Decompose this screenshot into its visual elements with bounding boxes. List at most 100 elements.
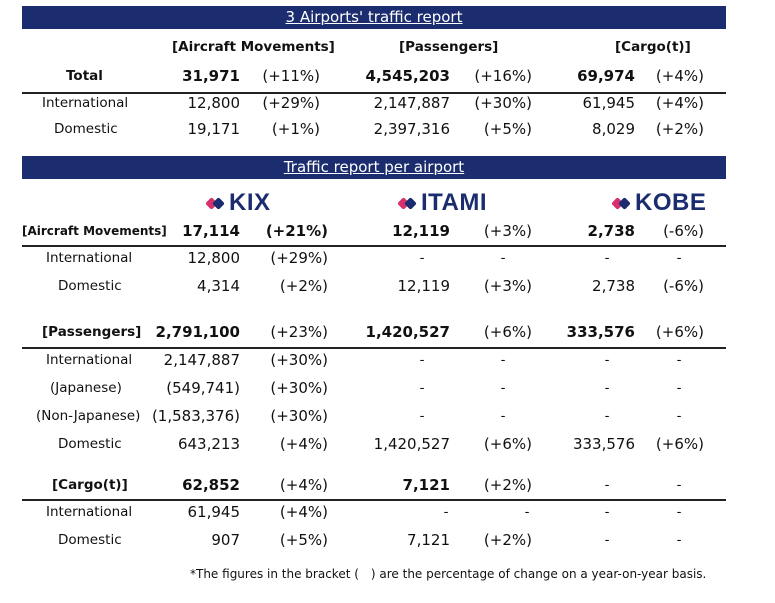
summary-dom-aircraft-movements: 19,171 bbox=[187, 120, 241, 138]
summary-total-aircraft-movements: 31,971 bbox=[182, 67, 240, 85]
kobe-change: (+6%) bbox=[655, 435, 704, 453]
summary-intl-aircraft-movements: 12,800 bbox=[187, 94, 241, 112]
itami-value: - bbox=[419, 352, 425, 368]
kix-change: (+5%) bbox=[279, 531, 328, 549]
summary-row-label-international: International bbox=[42, 95, 129, 111]
summary-title: 3 Airports' traffic report bbox=[285, 8, 463, 26]
summary-intl-aircraft-movements-change: (+29%) bbox=[262, 94, 320, 112]
summary-total-cargo-change: (+4%) bbox=[655, 67, 704, 85]
kix-change: (+2%) bbox=[279, 277, 328, 295]
summary-row-label-domestic: Domestic bbox=[54, 121, 118, 137]
kix-value: 4,314 bbox=[197, 277, 240, 295]
summary-intl-passengers: 2,147,887 bbox=[373, 94, 450, 112]
itami-cargo-change: (+2%) bbox=[483, 476, 532, 494]
itami-aircraft-movements-total: 12,119 bbox=[392, 222, 450, 240]
kix-value: 907 bbox=[211, 531, 240, 549]
kix-cargo-total: 62,852 bbox=[182, 476, 240, 494]
itami-value: - bbox=[419, 408, 425, 424]
kix-value: (1,583,376) bbox=[151, 407, 240, 425]
kix-change: (+30%) bbox=[270, 351, 328, 369]
summary-intl-passengers-change: (+30%) bbox=[474, 94, 532, 112]
table-row-label: International bbox=[46, 504, 133, 520]
kobe-value: - bbox=[604, 504, 610, 520]
kix-logo-icon bbox=[206, 197, 225, 210]
cargo-divider bbox=[22, 499, 726, 501]
summary-title-banner: 3 Airports' traffic report bbox=[22, 6, 726, 29]
table-row-label: Domestic bbox=[58, 532, 122, 548]
kobe-aircraft-movements-change: (-6%) bbox=[663, 222, 704, 240]
kix-value: 12,800 bbox=[187, 249, 241, 267]
per-airport-title-banner: Traffic report per airport bbox=[22, 156, 726, 179]
summary-total-aircraft-movements-change: (+11%) bbox=[262, 67, 320, 85]
kobe-cargo-change: - bbox=[676, 477, 682, 493]
summary-divider bbox=[22, 92, 726, 94]
kix-aircraft-movements-total: 17,114 bbox=[182, 222, 240, 240]
table-row-label: International bbox=[46, 250, 133, 266]
itami-change: - bbox=[500, 352, 506, 368]
kix-change: (+4%) bbox=[279, 503, 328, 521]
passengers-divider bbox=[22, 347, 726, 349]
itami-logo: ITAMI bbox=[398, 191, 487, 215]
itami-change: (+6%) bbox=[483, 435, 532, 453]
kix-value: 643,213 bbox=[177, 435, 240, 453]
section-header-aircraft-movements: [Aircraft Movements] bbox=[22, 224, 167, 238]
kix-logo-text: KIX bbox=[229, 189, 271, 216]
itami-value: - bbox=[419, 380, 425, 396]
kobe-logo: KOBE bbox=[612, 191, 706, 215]
kix-value: 2,147,887 bbox=[163, 351, 240, 369]
summary-dom-cargo: 8,029 bbox=[592, 120, 635, 138]
kobe-change: - bbox=[676, 504, 682, 520]
kix-change: (+4%) bbox=[279, 435, 328, 453]
summary-row-label-total: Total bbox=[66, 68, 103, 84]
itami-passengers-change: (+6%) bbox=[483, 323, 532, 341]
kix-value: (549,741) bbox=[166, 379, 240, 397]
kobe-change: (-6%) bbox=[663, 277, 704, 295]
summary-header-aircraft-movements: [Aircraft Movements] bbox=[172, 39, 335, 55]
kix-logo: KIX bbox=[206, 191, 271, 215]
itami-logo-icon bbox=[398, 197, 417, 210]
table-row-label: International bbox=[46, 352, 133, 368]
itami-change: - bbox=[500, 250, 506, 266]
kix-value: 61,945 bbox=[187, 503, 241, 521]
kobe-value: 2,738 bbox=[592, 277, 635, 295]
kobe-change: - bbox=[676, 250, 682, 266]
itami-change: - bbox=[524, 504, 530, 520]
itami-aircraft-movements-change: (+3%) bbox=[483, 222, 532, 240]
kobe-logo-text: KOBE bbox=[635, 189, 707, 216]
kobe-value: - bbox=[604, 532, 610, 548]
kobe-change: - bbox=[676, 408, 682, 424]
itami-value: 7,121 bbox=[407, 531, 450, 549]
table-row-label: (Japanese) bbox=[50, 380, 122, 396]
section-header-cargo: [Cargo(t)] bbox=[52, 477, 128, 493]
kobe-value: - bbox=[604, 380, 610, 396]
summary-total-passengers: 4,545,203 bbox=[365, 67, 450, 85]
itami-logo-text: ITAMI bbox=[421, 189, 488, 216]
aircraft-movements-divider bbox=[22, 245, 726, 247]
kobe-change: - bbox=[676, 532, 682, 548]
kobe-change: - bbox=[676, 380, 682, 396]
itami-value: - bbox=[419, 250, 425, 266]
kobe-value: - bbox=[604, 408, 610, 424]
kobe-logo-icon bbox=[612, 197, 631, 210]
kix-aircraft-movements-change: (+21%) bbox=[265, 222, 328, 240]
summary-total-passengers-change: (+16%) bbox=[474, 67, 532, 85]
kix-cargo-change: (+4%) bbox=[279, 476, 328, 494]
itami-value: 1,420,527 bbox=[373, 435, 450, 453]
table-row-label: (Non-Japanese) bbox=[36, 408, 141, 424]
per-airport-title: Traffic report per airport bbox=[283, 158, 465, 176]
itami-value: - bbox=[443, 504, 449, 520]
kobe-value: 333,576 bbox=[572, 435, 635, 453]
kix-passengers-change: (+23%) bbox=[270, 323, 328, 341]
kobe-value: - bbox=[604, 352, 610, 368]
summary-intl-cargo-change: (+4%) bbox=[655, 94, 704, 112]
kix-change: (+30%) bbox=[270, 407, 328, 425]
itami-cargo-total: 7,121 bbox=[402, 476, 450, 494]
kobe-cargo-total: - bbox=[604, 477, 610, 493]
itami-change: - bbox=[500, 380, 506, 396]
kix-change: (+30%) bbox=[270, 379, 328, 397]
itami-change: - bbox=[500, 408, 506, 424]
kobe-aircraft-movements-total: 2,738 bbox=[587, 222, 635, 240]
kobe-change: - bbox=[676, 352, 682, 368]
footnote: *The figures in the bracket ( ) are the … bbox=[190, 567, 707, 581]
itami-change: (+3%) bbox=[483, 277, 532, 295]
